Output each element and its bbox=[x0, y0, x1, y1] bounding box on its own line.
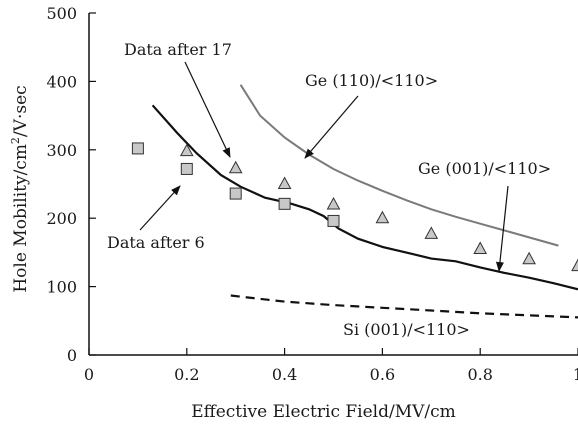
arrow-data-after-6 bbox=[139, 185, 181, 231]
point-data-after-17 bbox=[424, 226, 439, 239]
point-data-after-17 bbox=[473, 241, 488, 254]
point-data-after-17 bbox=[179, 143, 194, 157]
x-tick-label: 0.4 bbox=[272, 365, 297, 384]
y-tick-label: 200 bbox=[46, 209, 77, 228]
point-data-after-6 bbox=[131, 142, 144, 155]
annotation-data-after-6: Data after 6 bbox=[107, 233, 205, 252]
y-tick-label: 100 bbox=[46, 278, 77, 297]
series-line-si-001-110 bbox=[230, 294, 578, 319]
point-data-after-17 bbox=[277, 176, 292, 189]
annotations-layer: Data after 17 Ge (110)/<110> Ge (001)/<1… bbox=[107, 40, 551, 339]
series-line-ge-110-110 bbox=[239, 84, 559, 247]
y-tick-label: 400 bbox=[46, 72, 77, 91]
arrow-data-after-17 bbox=[184, 61, 231, 158]
point-data-after-17 bbox=[228, 160, 243, 174]
arrow-ge-001 bbox=[495, 185, 509, 272]
y-axis-title-tail: /V·sec bbox=[11, 85, 31, 137]
lines-layer bbox=[151, 84, 578, 319]
x-tick-label: 1 bbox=[573, 365, 578, 384]
point-data-after-6 bbox=[180, 162, 193, 175]
point-data-after-17 bbox=[522, 251, 536, 265]
point-data-after-17 bbox=[571, 258, 578, 272]
point-data-after-17 bbox=[326, 196, 341, 210]
markers-layer bbox=[131, 142, 578, 272]
annotation-si-001: Si (001)/<110> bbox=[343, 320, 470, 339]
y-axis-title-superscript: 2 bbox=[9, 137, 22, 144]
annotation-ge-110: Ge (110)/<110> bbox=[305, 71, 438, 90]
point-data-after-6 bbox=[278, 197, 291, 210]
annotation-ge-001: Ge (001)/<110> bbox=[418, 159, 551, 178]
series-line-ge-001-110 bbox=[151, 104, 578, 291]
point-data-after-6 bbox=[327, 214, 340, 227]
y-tick-label: 0 bbox=[67, 346, 77, 365]
x-tick-label: 0 bbox=[84, 365, 94, 384]
x-tick-label: 0.2 bbox=[174, 365, 199, 384]
point-data-after-17 bbox=[375, 210, 390, 224]
x-axis-title: Effective Electric Field/MV/cm bbox=[191, 402, 456, 422]
annotation-data-after-17: Data after 17 bbox=[124, 40, 232, 59]
x-tick-label: 0.6 bbox=[370, 365, 395, 384]
ticks-layer: 0 100 200 300 400 500 0 0.2 0.4 0.6 0.8 1 bbox=[46, 4, 578, 384]
y-tick-label: 500 bbox=[46, 4, 77, 23]
point-data-after-6 bbox=[229, 187, 242, 200]
x-tick-label: 0.8 bbox=[467, 365, 492, 384]
y-tick-label: 300 bbox=[46, 141, 77, 160]
y-axis-title-main: Hole Mobility/cm bbox=[11, 144, 31, 293]
y-axis-title: Hole Mobility/cm2/V·sec bbox=[9, 85, 31, 292]
axes-layer bbox=[88, 13, 578, 356]
arrow-ge-110 bbox=[304, 95, 359, 159]
